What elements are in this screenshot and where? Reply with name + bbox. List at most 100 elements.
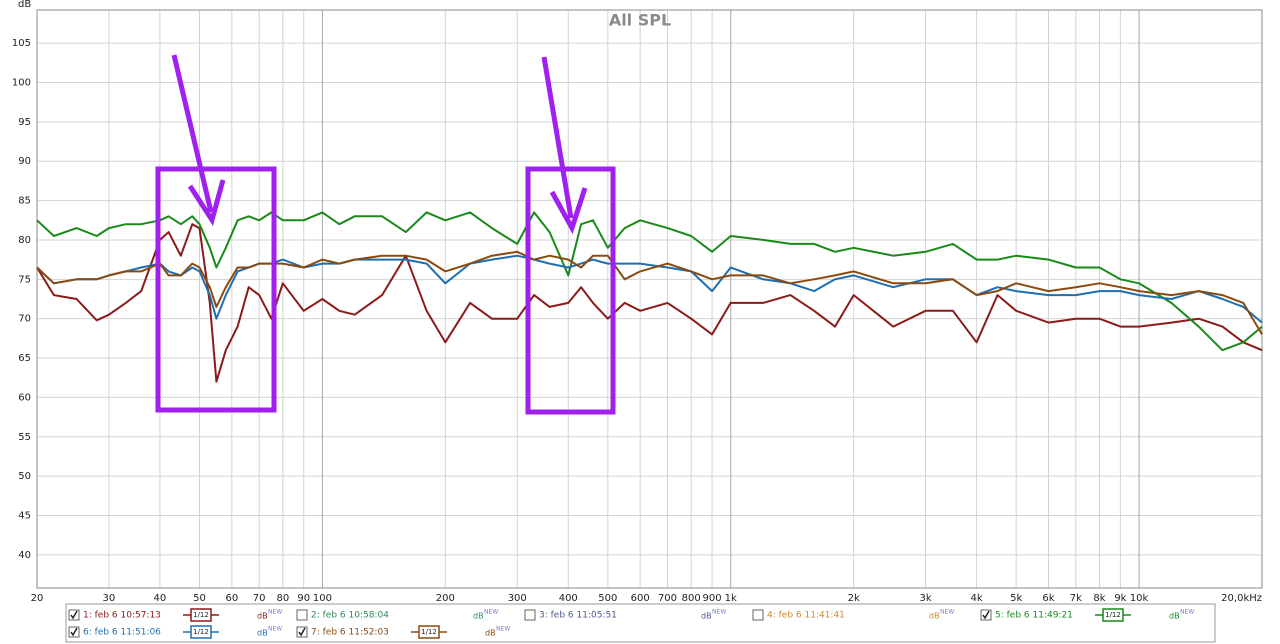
x-tick-label: 5k	[1010, 593, 1022, 604]
legend-label: 1: feb 6 10:57:13	[83, 611, 161, 621]
legend-units: dB	[257, 612, 268, 621]
legend-item[interactable]: 2: feb 6 10:58:04 dB NEW	[296, 609, 498, 621]
y-tick-label: 85	[18, 196, 31, 207]
legend-label: 4: feb 6 11:41:41	[767, 611, 845, 621]
chart-title: All SPL	[609, 11, 671, 30]
smoothing-label: 1/12	[1105, 611, 1121, 619]
legend-badge: NEW	[496, 626, 510, 633]
x-tick-label: 400	[559, 593, 578, 604]
legend-item[interactable]: 1: feb 6 10:57:13 1/12 dB NEW	[68, 608, 282, 622]
checkbox[interactable]	[752, 609, 764, 621]
legend-item[interactable]: 3: feb 6 11:05:51 dB NEW	[524, 609, 726, 621]
series-line	[36, 254, 1263, 324]
x-tick-label: 70	[253, 593, 266, 604]
checkbox[interactable]	[296, 609, 308, 621]
legend-badge: NEW	[484, 609, 498, 616]
y-tick-label: 55	[18, 432, 31, 443]
y-tick-label: 70	[18, 314, 31, 325]
x-tick-label: 90	[297, 593, 310, 604]
legend-label: 2: feb 6 10:58:04	[311, 611, 389, 621]
lines	[36, 211, 1263, 383]
y-tick-label: 75	[18, 274, 31, 285]
x-tick-label: 20,0kHz	[1221, 593, 1262, 604]
smoothing-icon[interactable]	[418, 625, 440, 639]
x-tick-label: 8k	[1093, 593, 1105, 604]
y-tick-label: 40	[18, 550, 31, 561]
y-tick-label: 95	[18, 117, 31, 128]
highlight-box	[525, 166, 616, 415]
legend-item[interactable]: 6: feb 6 11:51:06 1/12 dB NEW	[68, 625, 282, 639]
legend-badge: NEW	[712, 609, 726, 616]
legend-units: dB	[701, 612, 712, 621]
x-tick-label: 20	[31, 593, 44, 604]
legend-box	[65, 603, 1216, 643]
y-tick-label: 65	[18, 353, 31, 364]
x-tick-label: 900	[703, 593, 722, 604]
grid	[36, 10, 1263, 588]
legend-label: 3: feb 6 11:05:51	[539, 611, 617, 621]
x-tick-label: 9k	[1114, 593, 1126, 604]
legend-item[interactable]: 4: feb 6 11:41:41 dB NEW	[752, 609, 954, 621]
legend-units: dB	[257, 629, 268, 638]
series-line	[36, 250, 1263, 335]
arrow	[541, 56, 588, 235]
legend-units: dB	[929, 612, 940, 621]
series-line	[36, 223, 1263, 383]
x-tick-label: 3k	[919, 593, 931, 604]
checkbox[interactable]	[524, 609, 536, 621]
x-tick-label: 7k	[1070, 593, 1082, 604]
legend-label: 7: feb 6 11:52:03	[311, 628, 389, 638]
legend-item[interactable]: 5: feb 6 11:49:21 1/12 dB NEW	[980, 608, 1194, 622]
legend-item[interactable]: 7: feb 6 11:52:03 1/12 dB NEW	[296, 625, 510, 639]
checkmark	[70, 610, 78, 620]
x-tick-label: 2k	[848, 593, 860, 604]
legend: 1: feb 6 10:57:13 1/12 dB NEW 2: feb 6 10:58…	[68, 608, 1194, 639]
x-tick-label: 10k	[1130, 593, 1149, 604]
y-tick-label: 60	[18, 392, 31, 403]
legend-badge: NEW	[268, 609, 282, 616]
smoothing-label: 1/12	[193, 628, 209, 636]
series-line	[36, 211, 1263, 352]
checkmark	[982, 610, 990, 620]
legend-units: dB	[485, 629, 496, 638]
x-tick-label: 200	[436, 593, 455, 604]
checkmark	[70, 627, 78, 637]
legend-units: dB	[1169, 612, 1180, 621]
smoothing-icon[interactable]	[1102, 608, 1124, 622]
smoothing-label: 1/12	[193, 611, 209, 619]
smoothing-icon[interactable]	[190, 625, 212, 639]
x-tick-label: 1k	[725, 593, 737, 604]
x-tick-label: 700	[658, 593, 677, 604]
y-tick-label: 90	[18, 156, 31, 167]
legend-badge: NEW	[1180, 609, 1194, 616]
y-axis-label: dB	[18, 0, 31, 10]
legend-label: 5: feb 6 11:49:21	[995, 611, 1073, 621]
y-tick-label: 100	[12, 77, 31, 88]
smoothing-icon[interactable]	[190, 608, 212, 622]
x-tick-label: 6k	[1042, 593, 1054, 604]
x-tick-label: 300	[508, 593, 527, 604]
x-tick-label: 50	[193, 593, 206, 604]
y-tick-label: 105	[12, 38, 31, 49]
highlight-box	[155, 166, 277, 413]
legend-badge: NEW	[940, 609, 954, 616]
x-tick-label: 100	[313, 593, 332, 604]
x-tick-label: 500	[598, 593, 617, 604]
x-tick-label: 60	[225, 593, 238, 604]
legend-badge: NEW	[268, 626, 282, 633]
checkmark	[298, 627, 306, 637]
y-tick-label: 80	[18, 235, 31, 246]
x-tick-label: 40	[154, 593, 167, 604]
x-tick-label: 600	[631, 593, 650, 604]
legend-label: 6: feb 6 11:51:06	[83, 628, 161, 638]
x-tick-label: 80	[276, 593, 289, 604]
x-tick-label: 800	[682, 593, 701, 604]
arrow	[171, 54, 226, 227]
y-tick-label: 45	[18, 511, 31, 522]
x-tick-label: 30	[103, 593, 116, 604]
y-tick-label: 50	[18, 471, 31, 482]
smoothing-label: 1/12	[421, 628, 437, 636]
annotations	[155, 54, 616, 415]
plot-frame	[36, 9, 1263, 589]
